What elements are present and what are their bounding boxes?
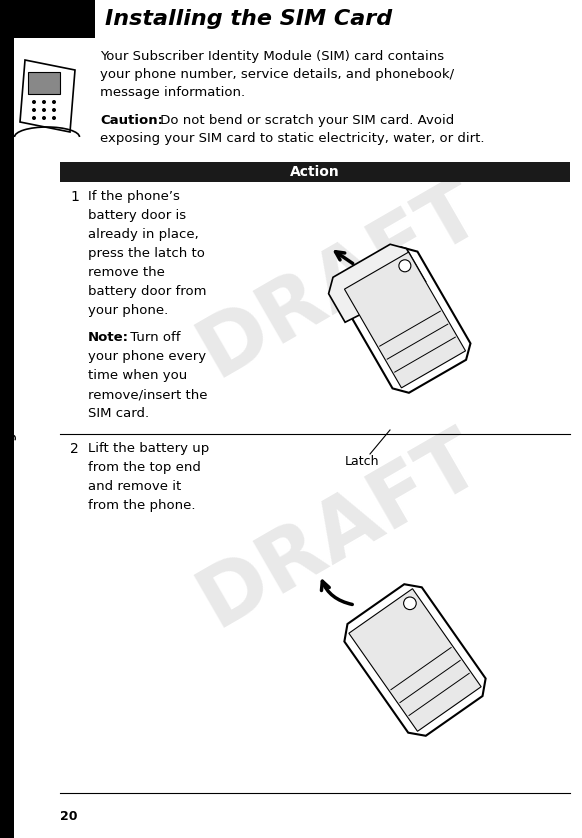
Bar — [0, 0, 14, 838]
Bar — [60, 162, 570, 182]
Circle shape — [52, 100, 56, 104]
Text: press the latch to: press the latch to — [88, 247, 205, 260]
Text: Caution:: Caution: — [100, 114, 163, 127]
Text: 1: 1 — [70, 190, 79, 204]
Polygon shape — [349, 588, 481, 732]
Text: Getting Started: Getting Started — [7, 385, 17, 476]
Text: 20: 20 — [60, 810, 77, 823]
Text: 2: 2 — [70, 442, 79, 456]
Polygon shape — [329, 245, 425, 323]
Text: from the top end: from the top end — [88, 461, 201, 474]
Polygon shape — [345, 252, 466, 388]
Text: message information.: message information. — [100, 86, 245, 99]
Text: DRAFT: DRAFT — [185, 417, 495, 643]
Polygon shape — [20, 60, 75, 132]
Circle shape — [32, 100, 36, 104]
Text: your phone.: your phone. — [88, 304, 168, 317]
Polygon shape — [339, 247, 470, 393]
Text: Turn off: Turn off — [126, 331, 180, 344]
Circle shape — [42, 108, 46, 112]
Text: already in place,: already in place, — [88, 228, 198, 241]
Circle shape — [32, 108, 36, 112]
Text: Action: Action — [290, 165, 340, 179]
Text: remove/insert the: remove/insert the — [88, 388, 208, 401]
Circle shape — [399, 260, 411, 272]
Circle shape — [52, 108, 56, 112]
Text: time when you: time when you — [88, 369, 187, 382]
Polygon shape — [345, 584, 485, 736]
Text: Do not bend or scratch your SIM card. Avoid: Do not bend or scratch your SIM card. Av… — [156, 114, 454, 127]
Bar — [0, 0, 95, 38]
Text: battery door from: battery door from — [88, 285, 207, 298]
Text: Your Subscriber Identity Module (SIM) card contains: Your Subscriber Identity Module (SIM) ca… — [100, 50, 444, 63]
Circle shape — [403, 597, 416, 609]
Text: your phone every: your phone every — [88, 350, 206, 363]
Text: Note:: Note: — [88, 331, 129, 344]
Circle shape — [52, 116, 56, 120]
Text: If the phone’s: If the phone’s — [88, 190, 180, 203]
Text: from the phone.: from the phone. — [88, 499, 196, 512]
Text: exposing your SIM card to static electricity, water, or dirt.: exposing your SIM card to static electri… — [100, 132, 484, 145]
Circle shape — [32, 116, 36, 120]
Text: your phone number, service details, and phonebook/: your phone number, service details, and … — [100, 68, 454, 81]
Circle shape — [42, 116, 46, 120]
Text: DRAFT: DRAFT — [185, 167, 495, 393]
Text: battery door is: battery door is — [88, 209, 186, 222]
Text: Lift the battery up: Lift the battery up — [88, 442, 210, 455]
Text: Installing the SIM Card: Installing the SIM Card — [105, 9, 392, 29]
Circle shape — [42, 100, 46, 104]
Bar — [28, 72, 60, 94]
Text: SIM card.: SIM card. — [88, 407, 149, 420]
Text: Latch: Latch — [345, 455, 379, 468]
Text: remove the: remove the — [88, 266, 165, 279]
Text: and remove it: and remove it — [88, 480, 181, 493]
